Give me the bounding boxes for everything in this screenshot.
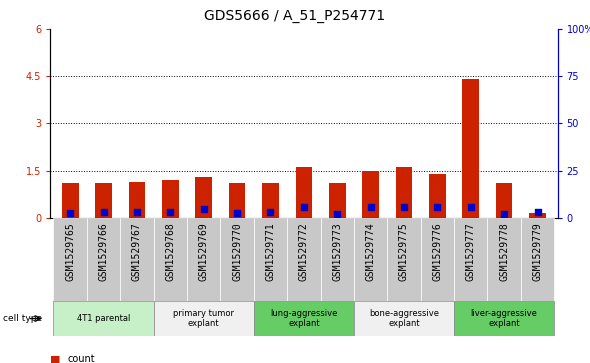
Bar <box>387 218 421 301</box>
Bar <box>54 301 153 336</box>
Bar <box>120 218 153 301</box>
Bar <box>320 218 354 301</box>
Text: 4T1 parental: 4T1 parental <box>77 314 130 323</box>
Point <box>99 209 109 215</box>
Text: GDS5666 / A_51_P254771: GDS5666 / A_51_P254771 <box>205 9 385 23</box>
Bar <box>287 218 320 301</box>
Bar <box>153 301 254 336</box>
Text: GSM1529779: GSM1529779 <box>533 222 543 281</box>
Text: GSM1529765: GSM1529765 <box>65 222 75 281</box>
Text: GSM1529769: GSM1529769 <box>199 222 209 281</box>
Bar <box>454 218 487 301</box>
Bar <box>262 183 279 218</box>
Bar <box>162 180 179 218</box>
Bar <box>454 301 554 336</box>
Text: bone-aggressive
explant: bone-aggressive explant <box>369 309 439 328</box>
Bar <box>254 218 287 301</box>
Bar <box>463 79 479 218</box>
Bar <box>396 167 412 218</box>
Text: GSM1529778: GSM1529778 <box>499 222 509 281</box>
Point <box>232 210 242 216</box>
Text: primary tumor
explant: primary tumor explant <box>173 309 234 328</box>
Bar <box>95 183 112 218</box>
Bar <box>229 183 245 218</box>
Point <box>399 204 409 209</box>
Bar <box>354 218 387 301</box>
Bar <box>54 218 87 301</box>
Bar <box>296 167 312 218</box>
Bar <box>62 183 78 218</box>
Bar <box>521 218 554 301</box>
Point <box>499 211 509 217</box>
Point <box>366 204 375 210</box>
Point <box>132 209 142 215</box>
Text: GSM1529772: GSM1529772 <box>299 222 309 281</box>
Point <box>166 209 175 215</box>
Text: ■: ■ <box>50 354 61 363</box>
Text: GSM1529766: GSM1529766 <box>99 222 109 281</box>
Bar <box>153 218 187 301</box>
Text: GSM1529774: GSM1529774 <box>366 222 376 281</box>
Text: liver-aggressive
explant: liver-aggressive explant <box>471 309 537 328</box>
Point <box>333 211 342 217</box>
Bar <box>187 218 221 301</box>
Bar <box>529 213 546 218</box>
Point <box>466 204 476 209</box>
Bar <box>487 218 521 301</box>
Text: GSM1529770: GSM1529770 <box>232 222 242 281</box>
Point <box>299 204 309 209</box>
Bar <box>429 174 445 218</box>
Text: GSM1529768: GSM1529768 <box>165 222 175 281</box>
Bar <box>329 183 346 218</box>
Bar <box>221 218 254 301</box>
Text: lung-aggressive
explant: lung-aggressive explant <box>270 309 337 328</box>
Point <box>65 210 75 216</box>
Bar <box>421 218 454 301</box>
Bar <box>254 301 354 336</box>
Text: GSM1529767: GSM1529767 <box>132 222 142 281</box>
Bar <box>354 301 454 336</box>
Text: count: count <box>68 354 96 363</box>
Bar <box>195 177 212 218</box>
Text: GSM1529773: GSM1529773 <box>332 222 342 281</box>
Text: GSM1529771: GSM1529771 <box>266 222 276 281</box>
Text: GSM1529777: GSM1529777 <box>466 222 476 281</box>
Bar <box>496 183 513 218</box>
Bar <box>87 218 120 301</box>
Text: cell type: cell type <box>3 314 42 323</box>
Bar <box>362 171 379 218</box>
Point <box>266 209 275 215</box>
Text: GSM1529775: GSM1529775 <box>399 222 409 281</box>
Point <box>199 206 208 212</box>
Text: GSM1529776: GSM1529776 <box>432 222 442 281</box>
Bar <box>129 182 145 218</box>
Point <box>432 204 442 209</box>
Point <box>533 209 542 215</box>
